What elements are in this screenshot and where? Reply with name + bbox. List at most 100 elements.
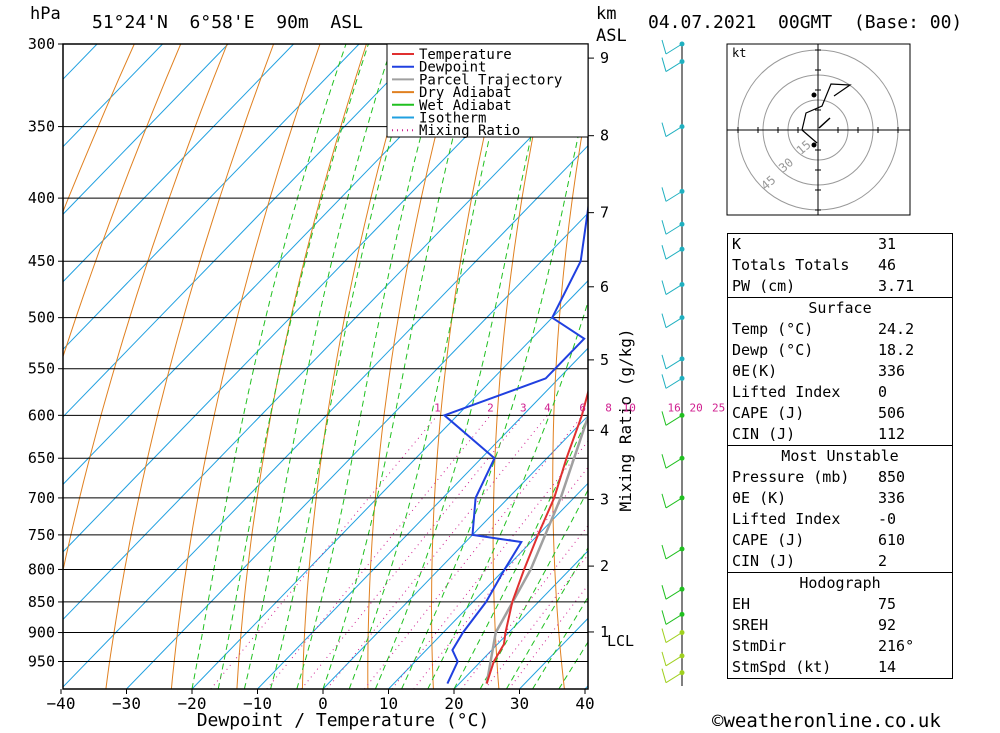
row-value: 46 (878, 256, 897, 274)
mixing-ratio-axis-label: Mixing Ratio (g/kg) (616, 328, 635, 511)
table-row: CAPE (J) 610 (728, 530, 953, 551)
mixing-ratio-label: 4 (544, 401, 551, 414)
hodograph-section: Hodograph EH 75 SREH 92 StmDir 216° StmSpd … (727, 572, 953, 679)
storm-motion-arrow (818, 117, 831, 129)
isotherm-line (322, 415, 588, 689)
wind-barb-flag (661, 610, 667, 625)
temperature-tick-label: 0 (318, 694, 328, 713)
row-label: CAPE (J) (732, 531, 805, 549)
x-axis-label: Dewpoint / Temperature (°C) (197, 710, 490, 731)
wind-barb-flag (661, 493, 667, 509)
isotherm-line (257, 347, 588, 689)
table-row: PW (cm) 3.71 (728, 276, 953, 298)
height-tick-label: 6 (600, 278, 609, 296)
temperature-tick-label: −40 (47, 694, 76, 713)
temperature-tick-label: 10 (379, 694, 398, 713)
row-label: CIN (J) (732, 552, 796, 570)
row-value: 112 (878, 425, 906, 443)
table-row: Totals Totals 46 (728, 255, 953, 276)
wind-barb-flag (661, 668, 667, 683)
temperature-tick-label: 40 (575, 694, 594, 713)
isotherm-line (63, 44, 360, 351)
pressure-tick-label: 350 (28, 118, 55, 136)
wind-barb-flag (661, 187, 667, 202)
row-label: Dewp (°C) (732, 341, 814, 359)
wind-barb (665, 377, 683, 389)
wet-adiabat-line (217, 44, 369, 689)
lcl-label: LCL (607, 632, 634, 650)
row-label: SREH (732, 616, 769, 634)
wind-barb (665, 126, 683, 138)
wind-barb (665, 414, 683, 426)
datetime-title: 04.07.2021 00GMT (Base: 00) (648, 12, 963, 33)
wet-adiabat-line (401, 87, 588, 689)
hodograph-unit-label: kt (732, 46, 746, 60)
wet-adiabat-line (374, 44, 553, 689)
table-row: CIN (J) 112 (728, 424, 953, 446)
row-label: θE(K) (732, 362, 778, 380)
pressure-tick-label: 650 (28, 449, 55, 467)
dewpoint-line (442, 60, 588, 685)
km-unit-label: km (596, 4, 617, 24)
hodograph-point (811, 142, 817, 148)
mixing-ratio-label: 20 (690, 401, 703, 414)
row-label: CIN (J) (732, 425, 796, 443)
wind-barb-flag (661, 57, 667, 72)
isotherm-line (0, 44, 32, 689)
legend-item-label: Dry Adiabat (419, 85, 512, 101)
wind-barb-flag (661, 220, 667, 235)
wind-barb (665, 248, 683, 260)
location-title: 51°24'N 6°58'E 90m ASL (92, 12, 363, 33)
row-value: 850 (878, 468, 906, 486)
wet-adiabat-line (453, 414, 588, 689)
table-row: Dewp (°C) 18.2 (728, 340, 953, 361)
isotherm-line (63, 77, 588, 621)
wind-barb (665, 672, 683, 684)
table-row: K 31 (728, 234, 953, 256)
height-tick-label: 8 (600, 127, 609, 145)
temperature-tick-label: 20 (444, 694, 463, 713)
row-value: 75 (878, 595, 897, 613)
legend-item-label: Mixing Ratio (419, 123, 520, 139)
row-label: StmDir (732, 637, 787, 655)
temperature-line (485, 388, 588, 684)
hodograph-point (811, 92, 817, 98)
isotherm-line (191, 280, 588, 689)
indices-table: K 31 Totals Totals 46 PW (cm) 3.71 Surface … (727, 233, 953, 679)
height-tick-label: 1 (600, 623, 609, 641)
wind-barb (665, 284, 683, 295)
dry-adiabat-line (430, 44, 507, 689)
dry-adiabat-line (63, 44, 135, 213)
row-label: Lifted Index (732, 510, 841, 528)
row-value: 506 (878, 404, 906, 422)
table-row: θE (K) 336 (728, 488, 953, 509)
table-row: StmSpd (kt) 14 (728, 657, 953, 679)
wind-barb-flag (661, 374, 667, 389)
mixing-ratio-label: 16 (668, 401, 681, 414)
dry-adiabat-line (552, 96, 588, 689)
isotherm-line (63, 44, 556, 553)
height-tick-label: 3 (600, 490, 609, 508)
row-value: 24.2 (878, 320, 915, 338)
wet-adiabat-line (296, 44, 447, 689)
table-row: θE(K) 336 (728, 361, 953, 382)
legend-item-label: Dewpoint (419, 60, 486, 76)
asl-unit-label: ASL (596, 26, 627, 46)
wind-barb-flag (661, 628, 667, 643)
dry-adiabat-line (970, 44, 1000, 689)
pressure-tick-label: 600 (28, 406, 55, 424)
isotherm-line (388, 482, 588, 689)
row-value: 610 (878, 531, 906, 549)
table-row: Pressure (mb) 850 (728, 467, 953, 488)
row-label: StmSpd (kt) (732, 658, 832, 676)
mixing-ratio-line (301, 414, 524, 689)
pressure-tick-label: 450 (28, 252, 55, 270)
row-value: 336 (878, 489, 906, 507)
pressure-tick-label: 700 (28, 489, 55, 507)
wind-barb-flag (661, 280, 667, 295)
wind-barb-flag (661, 39, 667, 55)
wind-barb (665, 43, 683, 55)
